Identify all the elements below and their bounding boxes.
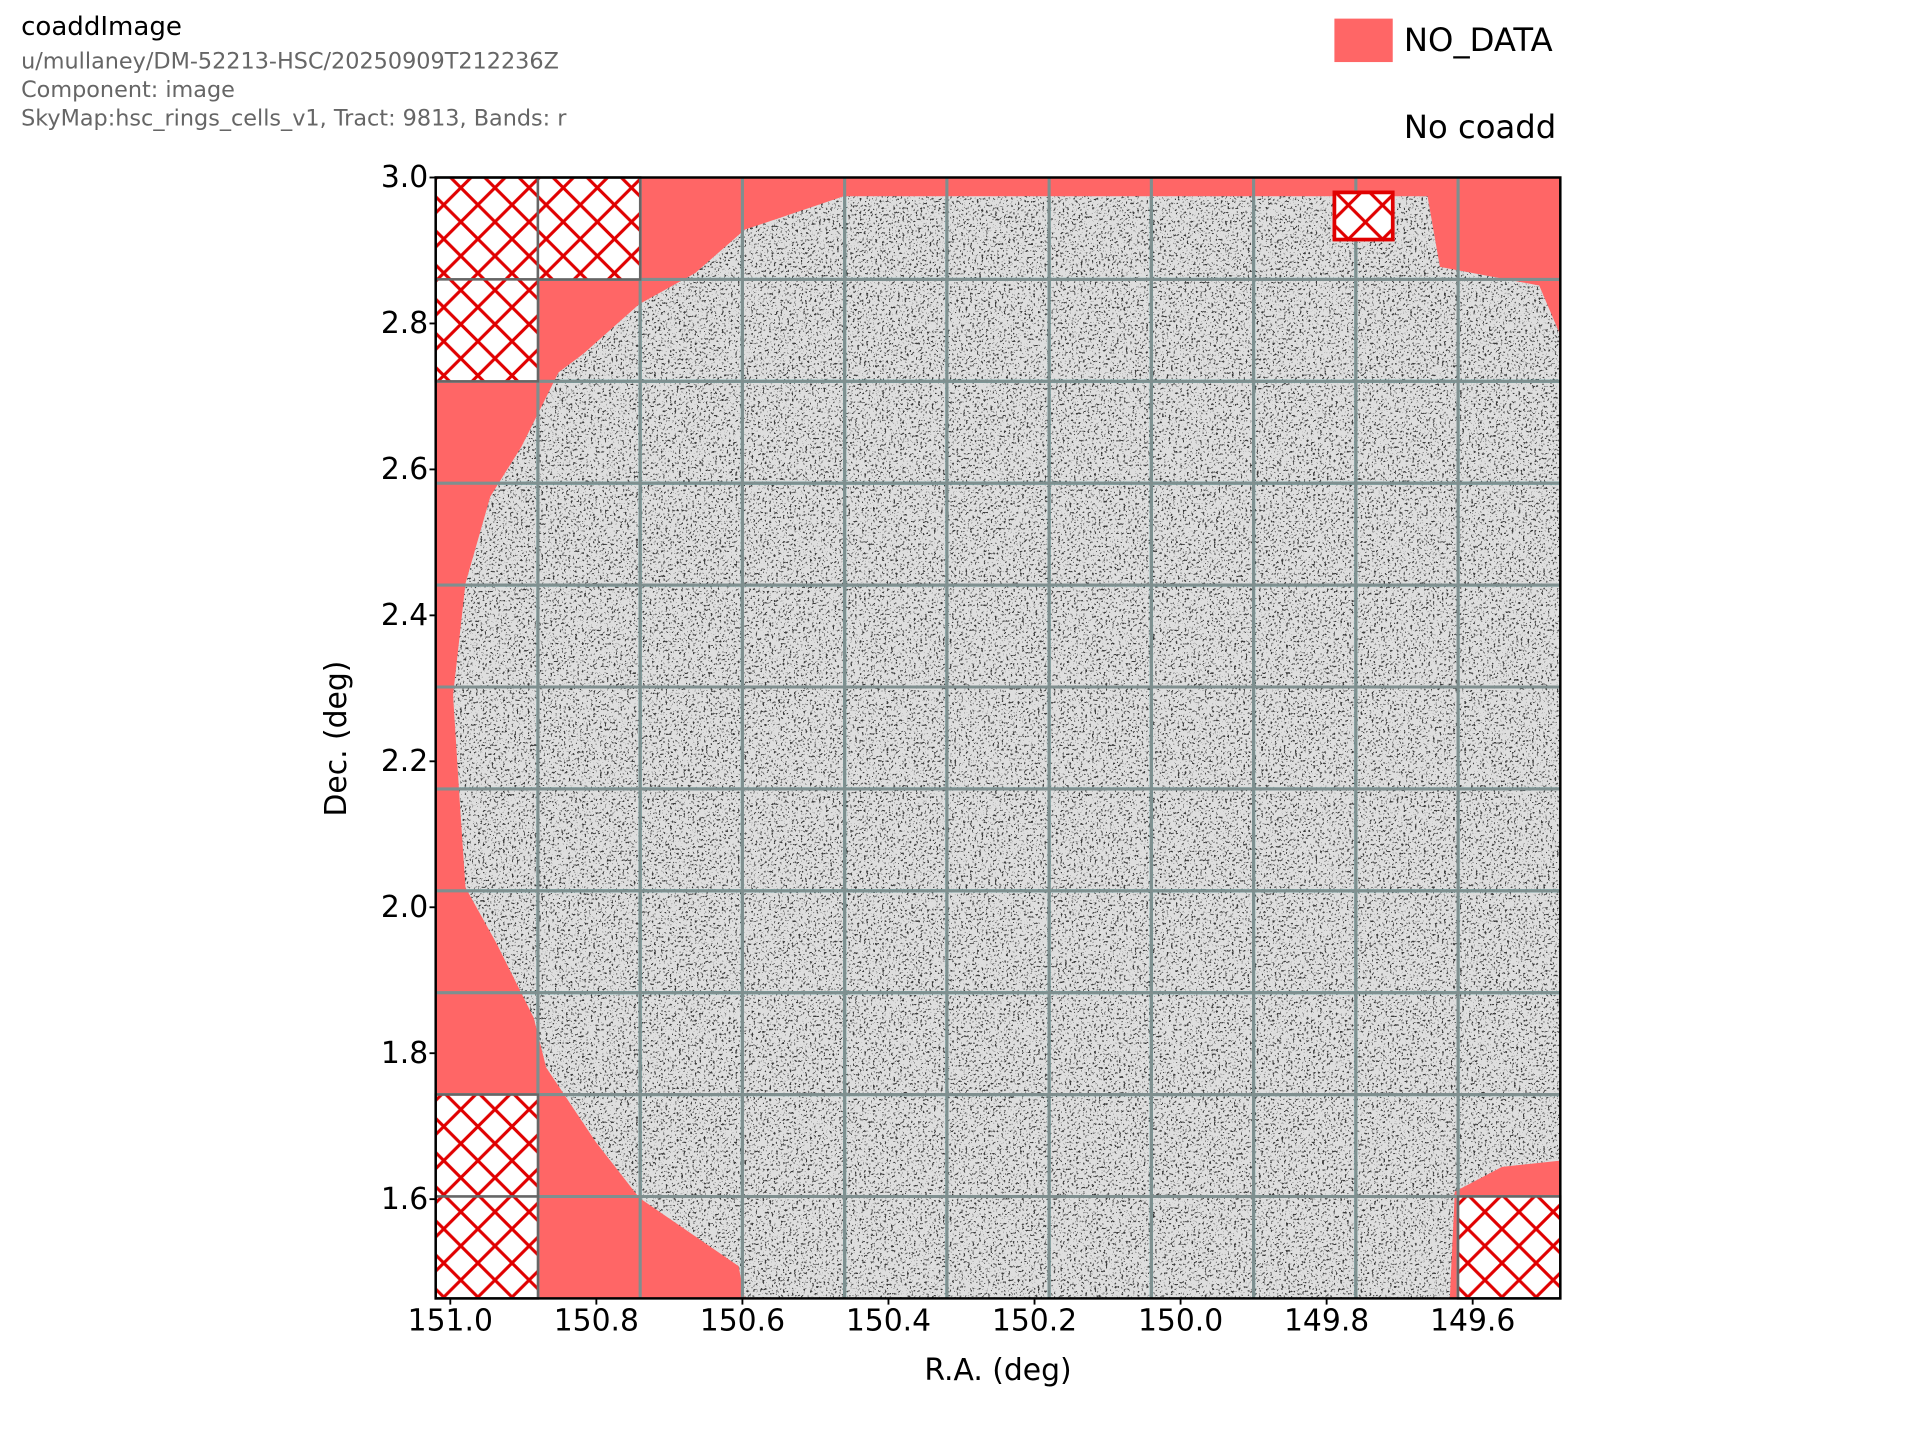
x-tick-label: 150.8 [554, 1303, 639, 1338]
subtitle: u/mullaney/DM-52213-HSC/20250909T212236Z [21, 49, 559, 75]
image-noise [453, 196, 1561, 1299]
chart-title: coaddImage [21, 12, 182, 42]
y-tick-label: 1.6 [381, 1182, 428, 1217]
legend-label: NO_DATA [1404, 21, 1553, 59]
y-tick-label: 2.0 [381, 890, 428, 925]
no-coadd-patch [434, 1093, 540, 1198]
x-tick-label: 149.8 [1284, 1303, 1369, 1338]
y-tick-label: 1.8 [381, 1036, 428, 1071]
no-coadd-patch [1456, 1195, 1562, 1300]
figure: coaddImage u/mullaney/DM-52213-HSC/20250… [21, 12, 1562, 1388]
x-tick-label: 151.0 [408, 1303, 493, 1338]
axes-frame [434, 176, 1562, 1300]
subtitle: Component: image [21, 77, 235, 103]
x-tick-label: 150.4 [846, 1303, 931, 1338]
no-coadd-patch [434, 176, 540, 281]
subtitle: SkyMap:hsc_rings_cells_v1, Tract: 9813, … [21, 106, 567, 132]
no-coadd-patch [536, 176, 642, 281]
y-tick-label: 3.0 [381, 160, 428, 195]
x-axis-label: R.A. (deg) [924, 1353, 1071, 1388]
y-axis-label: Dec. (deg) [319, 661, 354, 817]
legend-swatch [1334, 18, 1393, 63]
y-tick-label: 2.8 [381, 306, 428, 341]
coadd-image [453, 196, 1561, 1299]
y-tick-label: 2.4 [381, 598, 428, 633]
no-coadd-patch [434, 1195, 540, 1300]
no-coadd-patch [434, 278, 540, 383]
x-tick-label: 150.0 [1138, 1303, 1223, 1338]
y-tick-label: 2.6 [381, 452, 428, 487]
y-tick-label: 2.2 [381, 744, 428, 779]
legend-label: No coadd [1404, 108, 1556, 146]
x-tick-label: 150.6 [700, 1303, 785, 1338]
legend-swatch [1332, 190, 1395, 242]
x-tick-label: 150.2 [992, 1303, 1077, 1338]
x-tick-label: 149.6 [1430, 1303, 1515, 1338]
